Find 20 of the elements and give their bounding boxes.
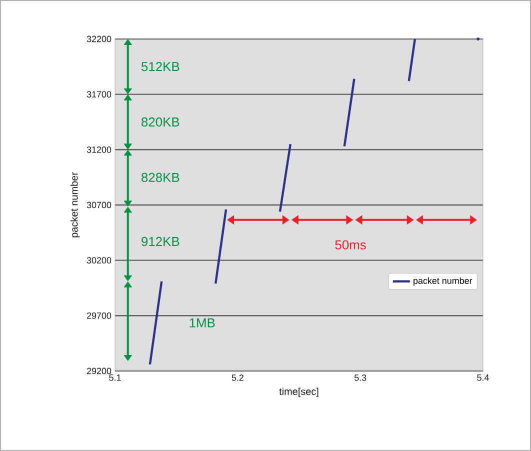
- y-tick-label: 31200: [86, 146, 112, 153]
- y-tick-label: 32200: [86, 36, 112, 42]
- x-tick-label: 5.1: [109, 374, 121, 381]
- y-tick-label: 30700: [86, 202, 112, 208]
- x-axis-title: time[sec]: [279, 388, 318, 397]
- annotation: 912KB: [142, 236, 180, 246]
- y-tick-label: 31700: [86, 91, 112, 98]
- legend-label: packet number: [414, 277, 472, 286]
- y-tick-label: 29700: [87, 312, 112, 319]
- x-tick-label: 5.2: [232, 374, 244, 381]
- y-tick-label: 29200: [87, 368, 112, 374]
- annotation: 1MB: [190, 318, 215, 328]
- x-tick-label: 5.4: [477, 374, 489, 381]
- annotation: 50ms: [335, 240, 366, 250]
- x-tick-label: 5.3: [354, 374, 366, 381]
- y-tick-label: 30200: [86, 257, 112, 264]
- annotation: 512KB: [141, 62, 180, 72]
- annotation: 820KB: [142, 117, 180, 127]
- annotation: 828KB: [142, 172, 180, 182]
- y-axis-title: packet number: [70, 172, 80, 238]
